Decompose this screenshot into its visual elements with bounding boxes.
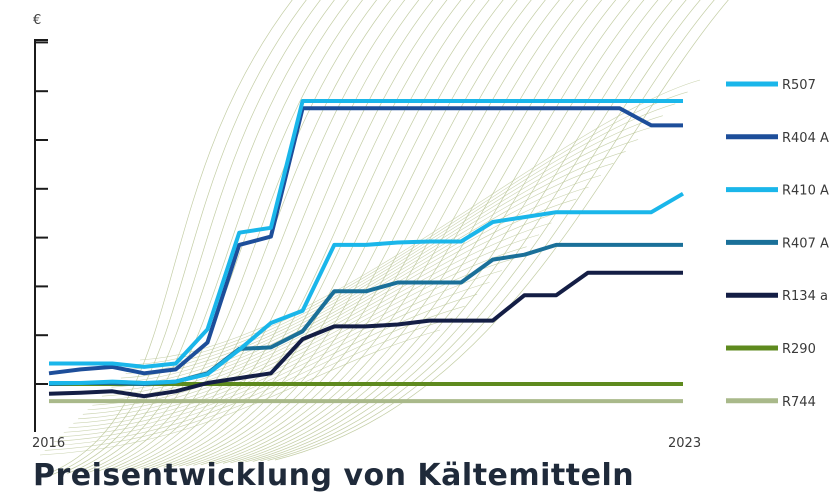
series-line-r404a (48, 106, 683, 376)
series-line-r507 (49, 99, 683, 369)
mesh-line (87, 210, 564, 411)
series-line-r410a (49, 191, 685, 385)
mesh-line (141, 0, 476, 470)
mesh-line (252, 0, 687, 462)
mesh-line (222, 0, 631, 464)
x-tick-label-end: 2023 (668, 436, 701, 451)
mesh-line (245, 0, 673, 463)
axes: € 2016 2023 (32, 13, 701, 451)
mesh-line (73, 246, 527, 424)
x-tick-label-start: 2016 (32, 436, 65, 451)
legend-label-r407a: R407 A (782, 236, 829, 251)
mesh-line (74, 0, 350, 474)
mesh-line (59, 0, 321, 475)
mesh-line (139, 79, 701, 361)
mesh-line (52, 0, 307, 475)
mesh-line (54, 293, 478, 442)
mesh-line (68, 258, 515, 429)
mesh-line (200, 0, 589, 466)
legend-label-r404a: R404 A (782, 131, 829, 146)
y-axis-label: € (33, 13, 41, 28)
mesh-line (104, 0, 406, 472)
mesh-line (119, 0, 434, 471)
legend-label-r290: R290 (782, 342, 816, 357)
mesh-line (78, 234, 540, 420)
mesh-line (267, 0, 715, 461)
mesh-line (148, 0, 490, 469)
mesh-line (274, 0, 729, 461)
mesh-line (96, 0, 392, 472)
mesh-line (230, 0, 645, 464)
mesh-line (44, 0, 293, 476)
mesh-line (125, 115, 663, 374)
chart-title: Preisentwicklung von Kältemitteln (33, 458, 635, 493)
mesh-line (39, 329, 441, 456)
legend: R507 R404 A R410 A R407 A R134 a R290 R744 (726, 78, 829, 410)
mesh-line (171, 0, 532, 468)
mesh-line (208, 0, 603, 465)
mesh-line (59, 282, 490, 438)
y-ticks (35, 39, 48, 385)
mesh-line (130, 103, 676, 370)
mesh-line (215, 0, 617, 465)
series-line-r134a (48, 270, 683, 399)
mesh-line (81, 0, 364, 473)
mesh-line (178, 0, 546, 467)
mesh-line (111, 0, 420, 471)
mesh-line (193, 0, 575, 466)
mesh-line (156, 0, 504, 469)
decorative-mesh-background (39, 0, 729, 476)
mesh-line (44, 317, 453, 451)
mesh-line (135, 91, 688, 365)
mesh-line (260, 0, 701, 462)
mesh-line (163, 0, 518, 468)
mesh-line (133, 0, 462, 470)
mesh-line (185, 0, 560, 467)
mesh-line (126, 0, 448, 471)
mesh-line (89, 0, 378, 473)
mesh-line (67, 0, 336, 474)
mesh-line (97, 186, 589, 402)
mesh-line (92, 198, 577, 406)
legend-label-r410a: R410 A (782, 184, 829, 199)
mesh-line (120, 127, 651, 379)
series-lines (48, 99, 685, 404)
mesh-line (63, 270, 502, 433)
legend-label-r507: R507 (782, 78, 816, 93)
legend-label-r134a: R134 a (782, 289, 828, 304)
legend-label-r744: R744 (782, 395, 816, 410)
mesh-line (116, 139, 639, 383)
mesh-line (111, 151, 626, 388)
